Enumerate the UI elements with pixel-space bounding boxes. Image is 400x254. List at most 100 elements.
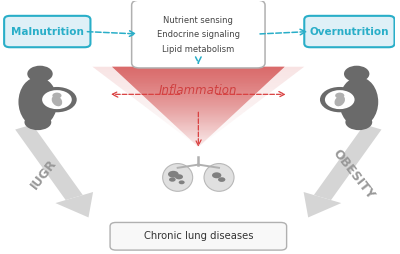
Polygon shape [152,112,245,113]
Polygon shape [166,117,231,118]
Polygon shape [136,100,260,101]
Circle shape [27,66,53,82]
Polygon shape [146,99,250,100]
Circle shape [335,93,344,99]
Polygon shape [107,78,290,79]
Polygon shape [131,96,266,97]
Ellipse shape [18,77,57,127]
Polygon shape [130,95,267,96]
Polygon shape [139,92,258,93]
Polygon shape [142,104,255,105]
Polygon shape [121,75,276,76]
Polygon shape [145,107,251,108]
Polygon shape [164,115,233,116]
Polygon shape [146,98,251,99]
Polygon shape [56,192,93,217]
Polygon shape [123,90,274,91]
FancyBboxPatch shape [304,16,394,47]
Text: Malnutrition: Malnutrition [11,26,84,37]
Polygon shape [132,97,264,98]
Polygon shape [140,93,257,94]
Polygon shape [130,84,266,85]
Ellipse shape [163,164,193,191]
Polygon shape [194,143,203,144]
Polygon shape [124,91,272,92]
Circle shape [168,171,179,178]
Circle shape [42,90,72,109]
Polygon shape [120,74,277,75]
Polygon shape [172,123,224,124]
Polygon shape [143,96,253,97]
Circle shape [169,178,176,182]
Polygon shape [144,97,252,98]
Polygon shape [154,106,242,107]
Polygon shape [141,94,256,95]
Circle shape [175,174,183,179]
Polygon shape [129,83,267,84]
Polygon shape [120,88,276,89]
Polygon shape [92,67,304,68]
Polygon shape [111,81,286,82]
Polygon shape [110,80,287,81]
Polygon shape [168,119,228,120]
Polygon shape [115,84,282,85]
Polygon shape [103,75,294,76]
Polygon shape [170,121,226,122]
Circle shape [344,66,370,82]
Text: Endocrine signaling: Endocrine signaling [157,30,240,39]
Circle shape [37,87,77,112]
Ellipse shape [339,77,378,127]
Polygon shape [155,107,242,108]
Polygon shape [104,76,292,77]
Text: OBESITY: OBESITY [330,147,377,202]
Polygon shape [190,139,207,140]
Text: IUGR: IUGR [28,157,59,192]
Polygon shape [127,93,270,94]
Polygon shape [113,68,284,69]
Polygon shape [169,120,228,121]
Polygon shape [119,87,278,88]
Ellipse shape [334,96,345,106]
Polygon shape [98,71,299,72]
Polygon shape [153,105,244,106]
Polygon shape [135,88,262,89]
Polygon shape [151,111,246,112]
Polygon shape [138,101,259,102]
Polygon shape [174,124,223,125]
FancyBboxPatch shape [132,0,265,68]
Polygon shape [122,76,275,77]
Circle shape [320,87,360,112]
Ellipse shape [204,164,234,191]
Polygon shape [128,82,268,83]
Polygon shape [134,87,263,88]
Polygon shape [132,85,265,86]
Polygon shape [114,69,282,70]
Polygon shape [127,81,270,82]
Polygon shape [151,103,246,104]
Polygon shape [153,113,243,114]
Polygon shape [138,91,259,92]
Polygon shape [304,192,341,217]
Polygon shape [124,78,273,79]
Polygon shape [185,135,211,136]
Text: Chronic lung diseases: Chronic lung diseases [144,231,253,241]
Polygon shape [189,138,208,139]
Polygon shape [186,136,210,137]
Polygon shape [94,68,303,69]
Polygon shape [191,140,206,141]
Polygon shape [167,118,230,119]
Polygon shape [195,144,202,145]
Polygon shape [112,67,285,68]
Polygon shape [158,110,238,111]
Polygon shape [140,103,257,104]
Polygon shape [134,98,263,99]
Polygon shape [160,112,236,113]
Polygon shape [116,71,280,72]
Polygon shape [179,129,218,130]
Circle shape [52,93,62,99]
Polygon shape [106,77,291,78]
Text: Overnutrition: Overnutrition [310,26,389,37]
Polygon shape [128,94,268,95]
Polygon shape [144,106,253,107]
Polygon shape [126,80,271,81]
